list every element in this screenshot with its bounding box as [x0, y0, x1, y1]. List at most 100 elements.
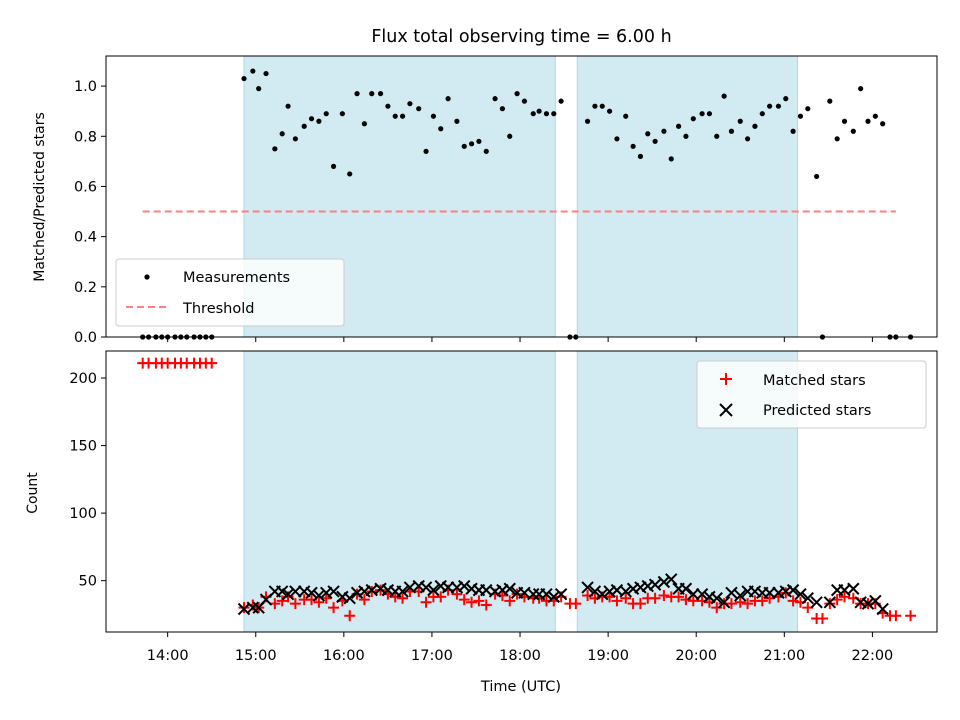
observing-windows — [243, 55, 799, 338]
measurement-point — [775, 103, 782, 109]
count-legend: Matched stars Predicted stars — [696, 360, 927, 429]
count-y-axis: 50 100 150 200 — [69, 371, 106, 590]
matched-star-marker — [570, 598, 582, 610]
matched-star-marker — [344, 610, 356, 622]
ratio-y-label: Matched/Predicted stars — [32, 112, 48, 282]
measurement-point — [399, 113, 406, 119]
y-tick-label: 50 — [79, 574, 97, 590]
measurement-point — [330, 163, 337, 169]
measurement-point — [745, 136, 751, 142]
measurement-point — [623, 113, 629, 119]
measurement-point — [592, 103, 598, 109]
predicted-star-marker — [554, 587, 568, 601]
measurement-point — [714, 133, 720, 139]
measurement-point — [872, 113, 878, 119]
measurement-point — [645, 131, 651, 137]
matched-star-marker — [620, 592, 632, 604]
matched-star-marker — [451, 588, 463, 600]
x-tick-label: 16:00 — [323, 648, 365, 664]
legend-measurement-marker — [144, 274, 150, 280]
legend-measurements-label: Measurements — [183, 270, 290, 286]
measurement-point — [241, 75, 247, 82]
measurement-point — [536, 108, 542, 114]
ratio-panel: 0.0 0.2 0.4 0.6 0.8 1.0 Matched/Predicted sta… — [32, 55, 938, 346]
measurement-point — [416, 106, 422, 112]
measurement-point — [841, 118, 848, 124]
measurement-point — [737, 118, 743, 124]
matched-star-marker — [725, 598, 737, 610]
predicted-star-marker — [312, 589, 326, 602]
matched-star-marker — [420, 596, 432, 608]
x-tick-label: 17:00 — [411, 648, 453, 664]
ratio-y-axis: 0.0 0.2 0.4 0.6 0.8 1.0 — [74, 79, 106, 346]
matched-star-marker — [504, 595, 516, 607]
predicted-star-marker — [427, 583, 440, 597]
measurement-point — [423, 148, 429, 154]
measurement-point — [661, 128, 667, 134]
y-tick-label: 0.2 — [74, 280, 97, 296]
measurement-point — [652, 138, 658, 144]
measurement-point — [558, 98, 564, 104]
chart-title: Flux total observing time = 6.00 h — [371, 27, 671, 47]
measurement-point — [279, 131, 285, 137]
predicted-star-marker — [786, 583, 800, 597]
measurement-point — [790, 128, 796, 134]
matched-star-marker — [313, 596, 325, 608]
y-tick-label: 100 — [69, 506, 97, 522]
matched-star-marker — [734, 596, 746, 608]
predicted-star-marker — [419, 581, 433, 594]
y-tick-label: 150 — [69, 439, 97, 455]
measurement-point — [263, 70, 269, 77]
measurement-point — [369, 91, 375, 97]
measurement-point — [430, 113, 437, 119]
shaded-interval — [576, 55, 799, 338]
legend-predicted-marker — [719, 403, 733, 417]
measurement-point — [759, 111, 765, 117]
measurement-point — [468, 141, 475, 147]
measurement-point — [445, 96, 451, 102]
matched-star-marker — [816, 612, 828, 624]
measurement-point — [630, 143, 636, 149]
matched-star-marker — [466, 596, 478, 608]
measurement-point — [814, 173, 820, 180]
measurement-point — [706, 111, 713, 117]
measurement-point — [721, 93, 727, 99]
predicted-star-marker — [596, 587, 609, 601]
predicted-star-marker — [665, 573, 678, 586]
x-tick-label: 19:00 — [587, 648, 629, 664]
matched-star-marker — [905, 610, 917, 622]
x-axis-label: Time (UTC) — [480, 679, 561, 695]
predicted-star-marker — [327, 585, 340, 598]
matched-star-marker — [611, 595, 623, 607]
measurement-point — [392, 113, 398, 119]
measurement-point — [827, 98, 833, 104]
predicted-star-marker — [619, 585, 632, 598]
measurement-point — [690, 116, 696, 122]
measurement-point — [551, 111, 557, 117]
measurement-point — [323, 111, 329, 117]
measurement-point — [514, 91, 520, 97]
predicted-star-marker — [441, 581, 455, 594]
matched-star-marker — [673, 591, 685, 603]
measurement-point — [699, 111, 705, 117]
measurement-point — [256, 86, 262, 92]
measurement-point — [354, 91, 360, 97]
measurement-point — [606, 108, 613, 114]
legend-matched-marker — [720, 373, 732, 385]
measurement-point — [683, 133, 689, 139]
measurement-point — [483, 148, 489, 154]
ratio-x-ticks — [167, 337, 873, 342]
measurement-point — [865, 118, 871, 124]
measurement-point — [407, 101, 413, 107]
predicted-star-marker — [695, 587, 709, 601]
predicted-star-marker — [527, 587, 540, 601]
predicted-star-marker — [246, 601, 260, 614]
measurement-point — [728, 128, 735, 134]
predicted-star-marker — [717, 596, 731, 609]
measurement-point — [285, 103, 291, 109]
measurement-point — [599, 103, 605, 109]
measurement-point — [675, 123, 682, 129]
matched-star-marker — [358, 594, 370, 606]
predicted-star-marker — [648, 578, 662, 591]
matched-star-marker — [742, 598, 754, 610]
